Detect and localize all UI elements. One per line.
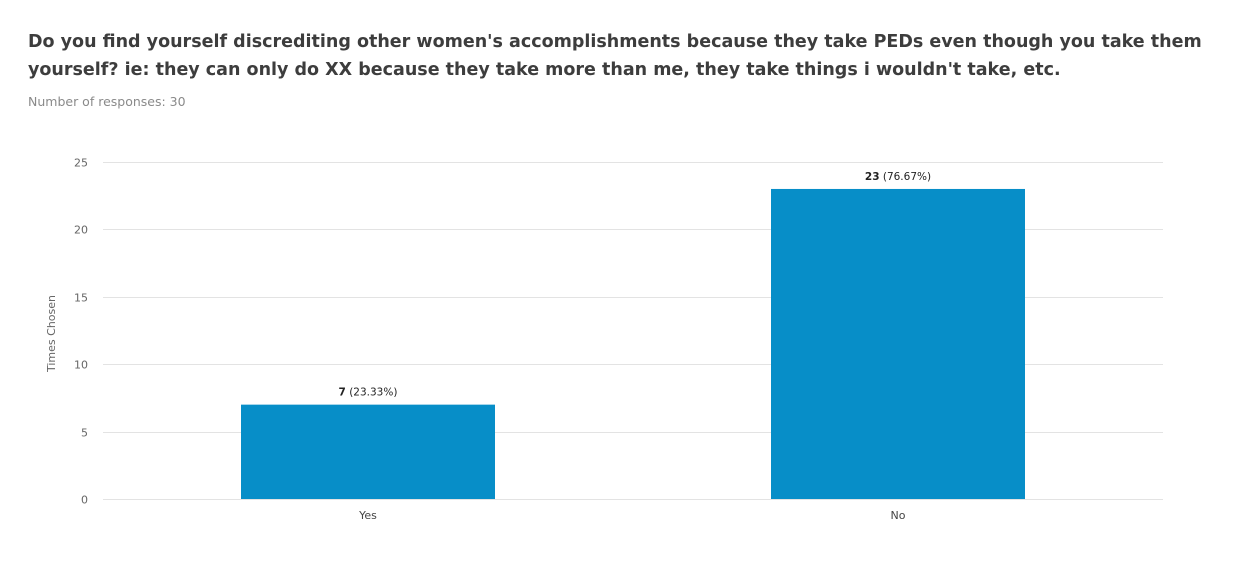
data-label-percent: (23.33%) bbox=[346, 387, 398, 399]
bar-yes bbox=[241, 404, 495, 499]
y-tick-label: 15 bbox=[74, 292, 88, 305]
y-tick-label: 10 bbox=[74, 359, 88, 372]
response-count: Number of responses: 30 bbox=[28, 94, 186, 109]
data-label-count: 7 bbox=[339, 387, 346, 399]
y-axis-title: Times Chosen bbox=[45, 295, 58, 373]
data-label-count: 23 bbox=[865, 171, 880, 183]
data-label-percent: (76.67%) bbox=[880, 171, 932, 183]
x-category-label: Yes bbox=[358, 509, 377, 522]
bar-no bbox=[771, 188, 1025, 499]
y-tick-label: 25 bbox=[74, 157, 88, 170]
data-label-yes: 7 (23.33%) bbox=[339, 387, 398, 399]
question-title: Do you find yourself discrediting other … bbox=[28, 32, 1202, 80]
y-tick-label: 0 bbox=[81, 494, 88, 507]
y-tick-label: 5 bbox=[81, 427, 88, 440]
y-tick-label: 20 bbox=[74, 224, 88, 237]
data-label-no: 23 (76.67%) bbox=[865, 171, 931, 183]
x-category-label: No bbox=[891, 509, 906, 522]
